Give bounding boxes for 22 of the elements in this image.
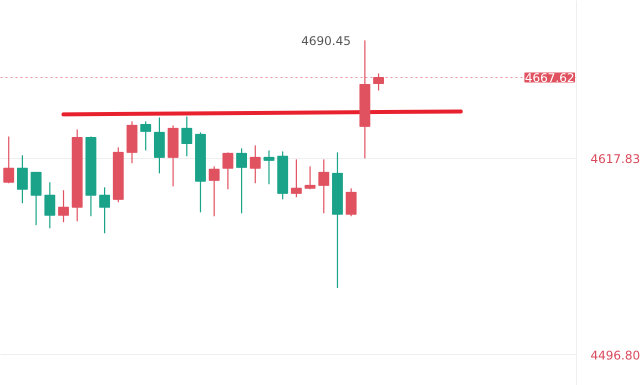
candlestick <box>290 158 302 198</box>
candlestick <box>264 150 274 185</box>
candlestick <box>208 166 220 217</box>
candlestick <box>373 72 384 92</box>
candlestick <box>236 148 248 214</box>
candlestick <box>346 188 357 217</box>
y-tick-label: 4617.83 <box>590 152 640 166</box>
ref-line-label: 4667.62 <box>524 70 574 85</box>
candlestick <box>44 182 56 229</box>
candlestick <box>58 190 69 223</box>
candlestick <box>250 144 261 184</box>
candlestick <box>304 166 316 190</box>
candlestick <box>99 186 110 234</box>
candlestick <box>140 120 152 152</box>
annotation: 4690.45 <box>301 34 351 48</box>
y-tick-label: 4496.80 <box>590 348 640 362</box>
candlestick <box>318 158 330 214</box>
candlestick <box>181 116 192 157</box>
candlestick <box>222 152 234 190</box>
candlestick <box>3 136 14 184</box>
candlestick <box>16 154 28 204</box>
candlestick <box>30 172 42 226</box>
